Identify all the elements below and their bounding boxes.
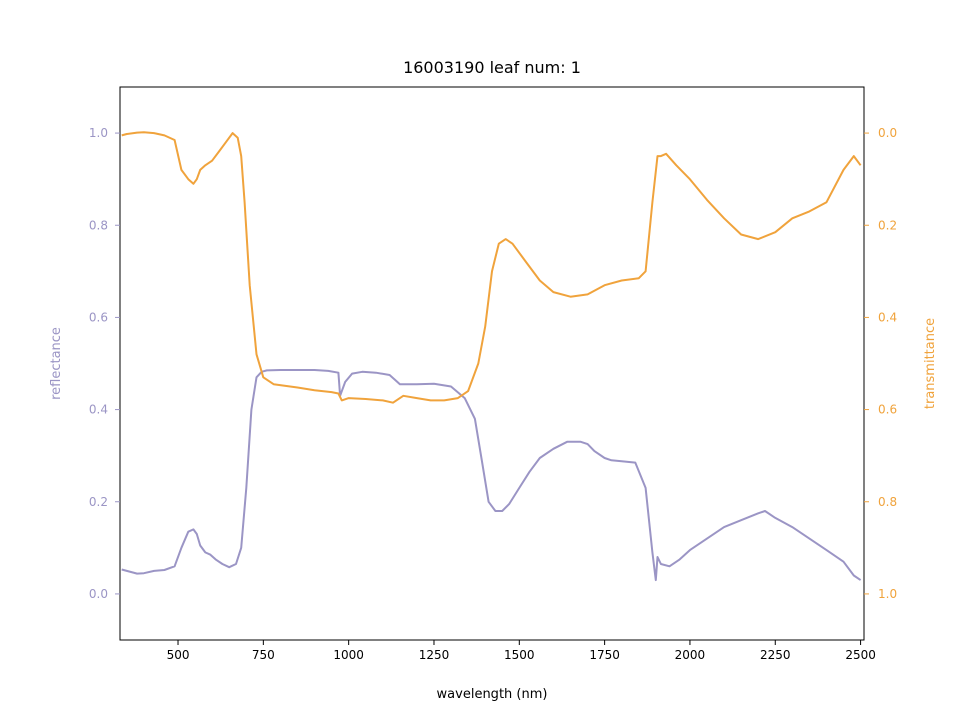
left-y-axis-label: reflectance xyxy=(49,327,64,400)
x-tick-label: 1250 xyxy=(419,648,450,662)
x-axis: 500 750 1000 1250 1500 1750 2000 2250 2500 xyxy=(167,640,876,662)
right-y-tick-label: 0.4 xyxy=(878,310,897,324)
x-tick-label: 1750 xyxy=(589,648,620,662)
left-y-tick-label: 0.4 xyxy=(89,403,108,417)
left-y-tick-label: 0.2 xyxy=(89,495,108,509)
left-y-tick-label: 0.0 xyxy=(89,587,108,601)
series-layer xyxy=(121,131,862,582)
transmittance-line xyxy=(121,131,862,404)
right-y-tick-label: 1.0 xyxy=(878,587,897,601)
x-tick-label: 2250 xyxy=(760,648,791,662)
left-y-axis: 0.0 0.2 0.4 0.6 0.8 1.0 xyxy=(89,126,120,601)
right-y-axis: 0.0 0.2 0.4 0.6 0.8 1.0 xyxy=(864,126,897,601)
left-y-tick-label: 0.6 xyxy=(89,310,108,324)
right-y-axis-label: transmittance xyxy=(923,318,938,409)
x-tick-label: 2000 xyxy=(675,648,706,662)
right-y-tick-label: 0.6 xyxy=(878,403,897,417)
chart-title: 16003190 leaf num: 1 xyxy=(403,58,581,77)
right-y-tick-label: 0.0 xyxy=(878,126,897,140)
x-tick-label: 1000 xyxy=(333,648,364,662)
x-tick-label: 750 xyxy=(252,648,275,662)
left-y-tick-label: 1.0 xyxy=(89,126,108,140)
reflectance-line xyxy=(121,369,862,582)
x-tick-label: 1500 xyxy=(504,648,535,662)
left-y-tick-label: 0.8 xyxy=(89,218,108,232)
right-y-tick-label: 0.8 xyxy=(878,495,897,509)
right-y-tick-label: 0.2 xyxy=(878,218,897,232)
x-tick-label: 500 xyxy=(167,648,190,662)
plot-frame xyxy=(119,86,865,641)
x-tick-label: 2500 xyxy=(845,648,876,662)
x-axis-label: wavelength (nm) xyxy=(437,687,548,702)
